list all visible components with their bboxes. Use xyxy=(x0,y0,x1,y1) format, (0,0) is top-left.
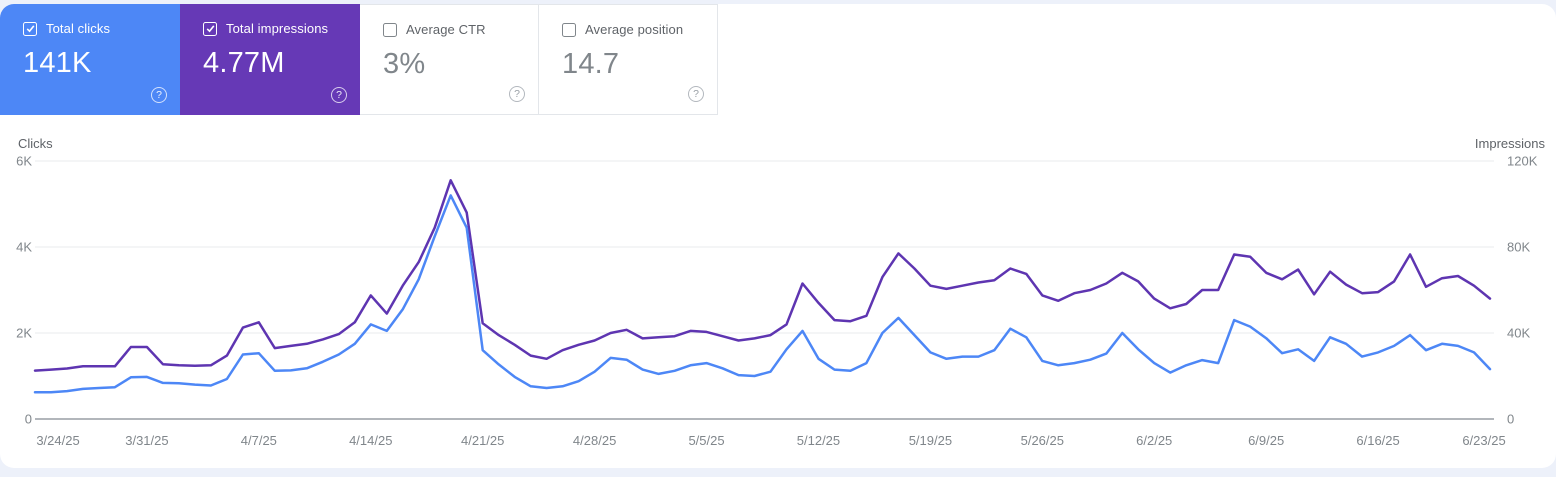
chart-series xyxy=(33,179,1492,394)
x-axis-tick: 4/28/25 xyxy=(573,433,616,448)
help-icon[interactable]: ? xyxy=(688,86,704,102)
chart-axis-labels: 6K 120K 4K 80K 2K 40K 0 0 Clicks Impressions 3/24/… xyxy=(16,136,1545,448)
left-axis-title: Clicks xyxy=(18,136,53,151)
impressions-line xyxy=(33,179,1492,372)
help-icon[interactable]: ? xyxy=(331,87,347,103)
x-axis-tick: 3/31/25 xyxy=(125,433,168,448)
x-axis-tick: 5/5/25 xyxy=(688,433,724,448)
x-axis-tick: 5/12/25 xyxy=(797,433,840,448)
y-axis-tick-right: 40K xyxy=(1507,326,1530,341)
card-total-clicks[interactable]: Total clicks 141K ? xyxy=(0,4,180,115)
x-axis-tick: 6/2/25 xyxy=(1136,433,1172,448)
average-position-value: 14.7 xyxy=(562,48,620,80)
checkmark-icon xyxy=(206,25,214,33)
total-clicks-value: 141K xyxy=(23,47,92,79)
x-axis-tick: 6/16/25 xyxy=(1356,433,1399,448)
x-axis-tick: 6/9/25 xyxy=(1248,433,1284,448)
x-axis-tick: 5/19/25 xyxy=(909,433,952,448)
total-impressions-value: 4.77M xyxy=(203,47,285,79)
y-axis-tick-left: 0 xyxy=(25,412,32,427)
y-axis-tick-left: 2K xyxy=(16,326,32,341)
card-label: Total clicks xyxy=(46,21,111,36)
card-average-position[interactable]: Average position 14.7 ? xyxy=(539,4,718,115)
help-icon[interactable]: ? xyxy=(509,86,525,102)
clicks-line xyxy=(33,194,1492,394)
card-label: Average position xyxy=(585,22,684,37)
help-icon[interactable]: ? xyxy=(151,87,167,103)
x-axis-tick: 4/14/25 xyxy=(349,433,392,448)
card-total-impressions[interactable]: Total impressions 4.77M ? xyxy=(180,4,360,115)
x-axis-tick: 6/23/25 xyxy=(1462,433,1505,448)
average-position-checkbox[interactable] xyxy=(562,22,576,37)
chart-grid xyxy=(35,160,1494,420)
average-ctr-value: 3% xyxy=(383,48,426,80)
total-clicks-checkbox[interactable] xyxy=(23,21,37,36)
x-axis-tick: 4/21/25 xyxy=(461,433,504,448)
right-axis-title: Impressions xyxy=(1475,136,1546,151)
x-axis-tick: 3/24/25 xyxy=(36,433,79,448)
y-axis-tick-right: 80K xyxy=(1507,240,1530,255)
card-label: Total impressions xyxy=(226,21,329,36)
metric-cards: Total clicks 141K ? Total impressions 4.… xyxy=(0,4,718,115)
average-ctr-checkbox[interactable] xyxy=(383,22,397,37)
y-axis-tick-right: 120K xyxy=(1507,154,1538,169)
checkmark-icon xyxy=(26,25,34,33)
card-average-ctr[interactable]: Average CTR 3% ? xyxy=(360,4,539,115)
y-axis-tick-left: 6K xyxy=(16,154,32,169)
x-axis-tick: 4/7/25 xyxy=(241,433,277,448)
x-axis-tick: 5/26/25 xyxy=(1021,433,1064,448)
total-impressions-checkbox[interactable] xyxy=(203,21,217,36)
y-axis-tick-left: 4K xyxy=(16,240,32,255)
card-label: Average CTR xyxy=(406,22,486,37)
y-axis-tick-right: 0 xyxy=(1507,412,1514,427)
